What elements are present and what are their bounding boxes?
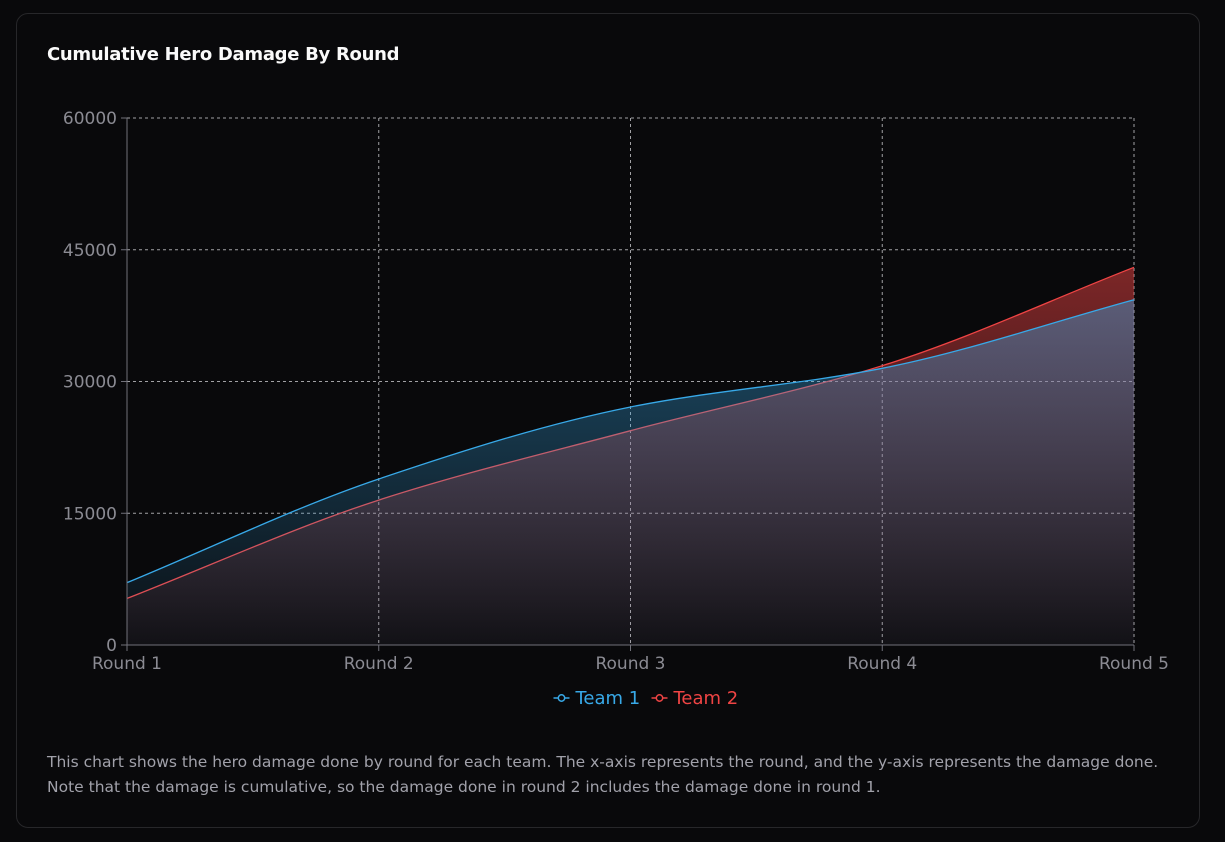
y-tick-label: 45000 — [63, 241, 117, 261]
legend-item-team-2: Team 2 — [651, 688, 739, 709]
x-tick-label: Round 4 — [847, 654, 917, 674]
chart-title: Cumulative Hero Damage By Round — [47, 44, 400, 65]
y-tick-label: 60000 — [63, 109, 117, 129]
chart-description: This chart shows the hero damage done by… — [47, 753, 1159, 796]
legend-label: Team 1 — [575, 688, 641, 709]
x-tick-label: Round 5 — [1099, 654, 1169, 674]
y-tick-label: 15000 — [63, 504, 117, 524]
legend-marker — [557, 694, 566, 702]
x-tick-label: Round 2 — [344, 654, 414, 674]
legend-item-team-1: Team 1 — [553, 688, 641, 709]
x-tick-label: Round 1 — [92, 654, 162, 674]
legend-marker — [655, 694, 664, 702]
area-team-1 — [127, 299, 1134, 645]
y-tick-label: 30000 — [63, 373, 117, 393]
y-tick-label: 0 — [106, 636, 117, 656]
x-tick-label: Round 3 — [595, 654, 665, 674]
legend-label: Team 2 — [673, 688, 739, 709]
line-team-1 — [126, 299, 1135, 584]
